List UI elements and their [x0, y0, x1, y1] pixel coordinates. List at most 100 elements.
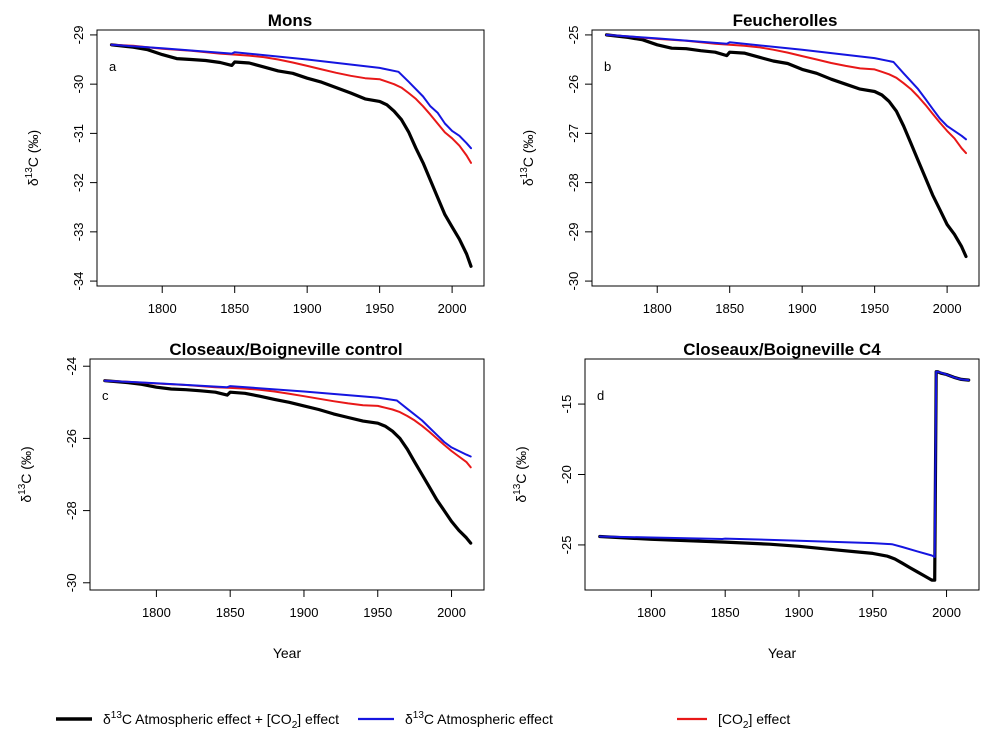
y-axis-label-unit: C (‰): [25, 130, 41, 167]
y-tick-label: -25: [566, 26, 581, 45]
y-tick-label: -28: [566, 173, 581, 192]
y-axis-label: δ13C (‰): [17, 446, 34, 502]
series-line-atmospheric: [110, 43, 472, 150]
y-axis-label-delta: δ: [18, 495, 34, 503]
legend-item: δ13C Atmospheric effect: [358, 710, 553, 727]
legend-item: δ13C Atmospheric effect + [CO2] effect: [56, 710, 339, 731]
legend-label-text: ] effect: [297, 711, 339, 727]
chart-panel-3: Closeaux/Boigneville control 1800 1850 1900…: [17, 340, 485, 661]
y-tick-label: -30: [71, 75, 86, 94]
x-tick-label: 1900: [788, 301, 817, 316]
legend-label-text: C Atmospheric effect: [424, 711, 553, 727]
y-axis-label-unit: C (‰): [513, 446, 529, 483]
y-axis-label-superscript: 13: [519, 167, 530, 179]
y-axis-label-unit: C (‰): [520, 130, 536, 167]
series-line-combined: [604, 33, 968, 259]
y-axis-label-unit: C (‰): [18, 446, 34, 483]
x-tick-label: 2000: [438, 301, 467, 316]
x-tick-label: 1900: [293, 301, 322, 316]
y-axis-label-delta: δ: [25, 178, 41, 186]
y-tick-label: -26: [64, 429, 79, 448]
y-axis-label-superscript: 13: [24, 167, 35, 179]
y-tick-label: -32: [71, 173, 86, 192]
y-tick-label: -31: [71, 124, 86, 143]
legend-label-superscript: 13: [111, 710, 123, 721]
y-axis-label-superscript: 13: [17, 483, 28, 495]
x-tick-label: 1950: [363, 605, 392, 620]
y-tick-label: -15: [559, 395, 574, 414]
y-tick-label: -28: [64, 501, 79, 520]
y-tick-label: -27: [566, 124, 581, 143]
series-line-co2: [605, 33, 967, 155]
x-tick-label: 1800: [148, 301, 177, 316]
plot-frame: [584, 358, 980, 591]
plot-frame: [96, 29, 485, 287]
x-tick-label: 1950: [365, 301, 394, 316]
legend-label-text: δ: [405, 711, 413, 727]
legend-label: [CO2] effect: [718, 711, 790, 729]
x-tick-label: 1950: [858, 605, 887, 620]
panel-label: d: [597, 388, 604, 403]
x-tick-label: 1850: [216, 605, 245, 620]
y-tick-label: -30: [64, 573, 79, 592]
legend-label-subscript: 2: [743, 720, 749, 729]
x-axis-label: Year: [273, 645, 302, 661]
legend-label: δ13C Atmospheric effect: [405, 710, 553, 727]
series-line-atmospheric: [103, 379, 472, 458]
series-line-combined: [598, 370, 971, 582]
x-tick-label: 1950: [860, 301, 889, 316]
y-tick-label: -24: [64, 357, 79, 376]
chart-panel-2: Feucherolles 1800 1850 1900 1950 2000 -30 -29 -2…: [519, 11, 980, 316]
y-axis-label: δ13C (‰): [512, 446, 529, 502]
chart-title: Closeaux/Boigneville C4: [683, 340, 881, 359]
series-line-combined: [109, 43, 473, 268]
x-tick-label: 1850: [715, 301, 744, 316]
y-axis-label-delta: δ: [513, 495, 529, 503]
y-tick-label: -30: [566, 272, 581, 291]
plot-frame: [89, 358, 485, 591]
y-tick-label: -25: [559, 536, 574, 555]
x-tick-label: 1800: [643, 301, 672, 316]
chart-panel-4: Closeaux/Boigneville C4 1800 1850 1900 1950 2…: [512, 340, 980, 661]
legend-label-text: C Atmospheric effect + [CO: [122, 711, 292, 727]
x-axis-label: Year: [768, 645, 797, 661]
chart-title: Mons: [268, 11, 312, 30]
series-line-combined: [103, 379, 473, 545]
legend-label: δ13C Atmospheric effect + [CO2] effect: [103, 710, 339, 729]
legend-label-text: ] effect: [748, 711, 790, 727]
y-tick-label: -34: [71, 272, 86, 291]
y-tick-label: -29: [566, 222, 581, 241]
x-tick-label: 2000: [932, 605, 961, 620]
panel-label: c: [102, 388, 109, 403]
chart-panel-1: Mons 1800 1850 1900 1950 2000 -34 -33 -32 -31 -30 -…: [24, 11, 485, 316]
legend: δ13C Atmospheric effect + [CO2] effect δ1…: [56, 710, 790, 731]
panel-label: b: [604, 59, 611, 74]
y-tick-label: -33: [71, 222, 86, 241]
chart-title: Feucherolles: [733, 11, 838, 30]
x-tick-label: 1900: [785, 605, 814, 620]
plot-frame: [591, 29, 980, 287]
y-axis-label-delta: δ: [520, 178, 536, 186]
x-tick-label: 2000: [437, 605, 466, 620]
y-tick-label: -20: [559, 465, 574, 484]
y-axis-label: δ13C (‰): [519, 130, 536, 186]
x-tick-label: 1800: [142, 605, 171, 620]
legend-label-text: [CO: [718, 711, 743, 727]
series-line-co2: [103, 379, 472, 469]
x-tick-label: 2000: [933, 301, 962, 316]
legend-label-subscript: 2: [292, 720, 298, 729]
y-tick-label: -26: [566, 75, 581, 94]
series-line-atmospheric: [598, 370, 970, 558]
x-tick-label: 1800: [637, 605, 666, 620]
series-line-co2: [110, 43, 472, 164]
x-tick-label: 1900: [290, 605, 319, 620]
legend-item: [CO2] effect: [677, 711, 790, 731]
x-tick-label: 1850: [220, 301, 249, 316]
y-axis-label: δ13C (‰): [24, 130, 41, 186]
y-axis-label-superscript: 13: [512, 483, 523, 495]
legend-label-superscript: 13: [413, 710, 425, 721]
legend-label-text: δ: [103, 711, 111, 727]
y-tick-label: -29: [71, 26, 86, 45]
